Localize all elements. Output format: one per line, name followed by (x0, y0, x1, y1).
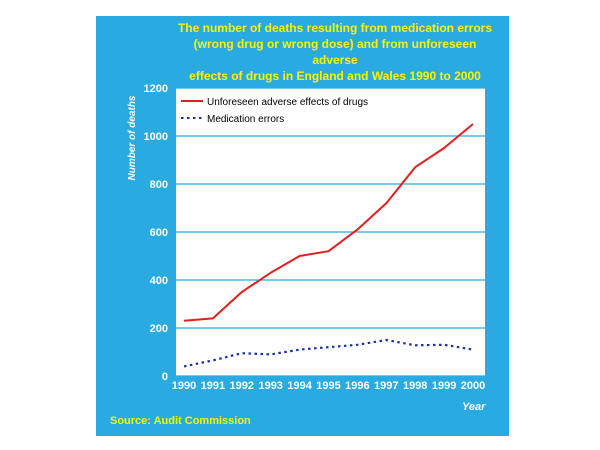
chart-title-line-3: effects of drugs in England and Wales 19… (189, 69, 481, 83)
x-tick-label: 1992 (230, 380, 254, 392)
y-tick-label: 400 (150, 275, 168, 287)
chart-title-line-1: The number of deaths resulting from medi… (177, 21, 493, 35)
y-tick-labels: 0 200 400 600 800 1000 1200 (144, 83, 168, 383)
y-tick-label: 1000 (144, 131, 168, 143)
gridlines (176, 87, 485, 377)
x-tick-label: 1998 (403, 380, 427, 392)
x-tick-label: 1996 (345, 380, 369, 392)
x-tick-label: 1990 (172, 380, 196, 392)
y-tick-label: 600 (150, 227, 168, 239)
x-tick-label: 1999 (432, 380, 456, 392)
legend-label: Medication errors (207, 114, 284, 125)
x-tick-label: 1993 (258, 380, 282, 392)
legend-label: Unforeseen adverse effects of drugs (207, 97, 368, 108)
x-tick-label: 1991 (201, 380, 225, 392)
y-tick-label: 1200 (144, 83, 168, 95)
y-tick-label: 800 (150, 179, 168, 191)
series-line-medication-errors (183, 338, 474, 368)
x-tick-label: 1994 (287, 380, 312, 392)
x-tick-label: 1995 (316, 380, 340, 392)
series-lines (183, 123, 474, 368)
y-tick-label: 200 (150, 323, 168, 335)
chart-title-line-2: (wrong drug or wrong dose) and from unfo… (193, 37, 477, 67)
y-tick-label: 0 (162, 371, 168, 383)
x-tick-label: 2000 (461, 380, 485, 392)
source-note: Source: Audit Commission (110, 415, 251, 427)
chart-title: The number of deaths resulting from medi… (170, 20, 500, 84)
x-tick-labels: 1990 1991 1992 1993 1994 1995 1996 1997 1998 1999… (172, 380, 485, 392)
x-axis-label: Year (462, 401, 486, 413)
legend: Unforeseen adverse effects of drugs Medic… (181, 97, 368, 125)
x-tick-label: 1997 (374, 380, 398, 392)
